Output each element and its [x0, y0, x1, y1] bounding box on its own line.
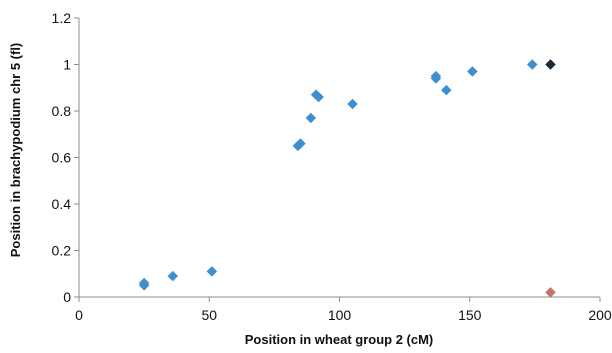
x-axis-title: Position in wheat group 2 (cM)	[245, 332, 434, 347]
axes	[78, 18, 600, 298]
data-point	[167, 270, 179, 282]
data-point	[295, 138, 306, 149]
x-tick-label: 200	[588, 307, 612, 323]
y-tick-label: 0.4	[52, 196, 72, 212]
data-point	[545, 286, 556, 298]
y-tick-label: 0.6	[52, 150, 72, 166]
data-point	[347, 98, 358, 110]
y-tick-label: 0	[63, 289, 71, 305]
data-point	[138, 280, 150, 291]
data-point	[206, 266, 218, 277]
data-point	[545, 59, 556, 70]
y-tick-label: 1	[63, 57, 71, 73]
data-point	[526, 59, 538, 70]
data-point	[467, 66, 478, 77]
data-point	[430, 73, 442, 84]
data-point	[313, 91, 325, 103]
x-tick-label: 100	[328, 307, 352, 323]
data-point	[305, 112, 317, 124]
x-tick-label: 50	[201, 307, 217, 323]
y-tick-label: 1.2	[52, 10, 72, 26]
y-tick-label: 0.2	[52, 243, 72, 259]
x-tick-label: 0	[75, 307, 83, 323]
data-points	[138, 59, 556, 298]
tick-group: 0 50 100 150 200 0 0.2 0.4 0.6 0.8 1 1.2	[52, 10, 612, 323]
x-tick-label: 150	[458, 307, 482, 323]
y-tick-label: 0.8	[52, 103, 72, 119]
data-point	[440, 84, 452, 96]
y-axis-title: Position in brachypodium chr 5 (fl)	[8, 43, 23, 258]
